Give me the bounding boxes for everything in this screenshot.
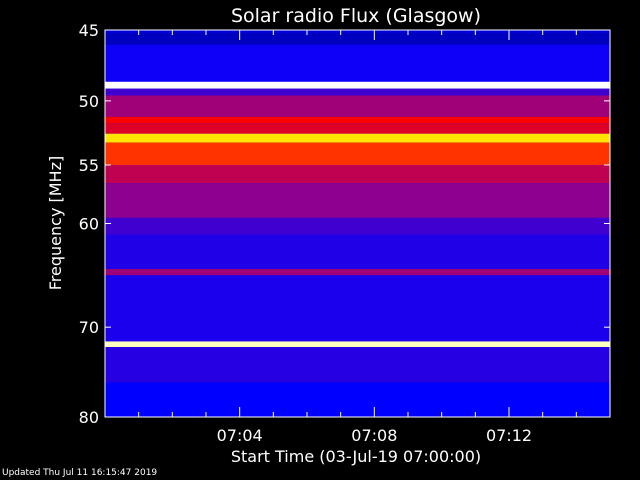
y-tick-label-50: 50 [79,92,99,111]
frequency-band-10 [105,164,610,184]
y-tick-label-45: 45 [79,21,99,40]
frequency-band-4 [105,88,610,96]
frequency-band-9 [105,142,610,165]
frequency-band-7 [105,123,610,134]
plot-area [105,30,610,417]
frequency-band-14 [105,269,610,276]
frequency-band-1 [105,32,610,45]
frequency-band-13 [105,234,610,270]
x-axis-label: Start Time (03-Jul-19 07:00:00) [231,447,481,466]
frequency-band-3 [105,81,610,89]
y-tick-label-80: 80 [79,408,99,427]
frequency-band-6 [105,116,610,124]
frequency-band-0 [105,30,610,33]
x-tick-label-0704: 07:04 [217,426,263,445]
updated-timestamp: Updated Thu Jul 11 16:15:47 2019 [2,468,158,478]
y-tick-label-60: 60 [79,215,99,234]
x-tick-label-0712: 07:12 [486,426,532,445]
y-tick-label-70: 70 [79,318,99,337]
x-axis: 07:04 07:08 07:12 [138,30,577,445]
frequency-band-11 [105,183,610,218]
y-tick-label-55: 55 [79,156,99,175]
frequency-band-5 [105,95,610,117]
x-tick-label-0708: 07:08 [351,426,397,445]
frequency-band-12 [105,217,610,235]
frequency-band-2 [105,44,610,82]
frequency-band-17 [105,347,610,383]
chart-title: Solar radio Flux (Glasgow) [231,5,481,27]
y-axis-label: Frequency [MHz] [46,156,65,290]
frequency-band-15 [105,275,610,342]
frequency-band-16 [105,341,610,348]
y-axis: 45 50 55 60 70 80 [79,21,610,427]
frequency-band-8 [105,133,610,143]
frequency-band-18 [105,382,610,417]
